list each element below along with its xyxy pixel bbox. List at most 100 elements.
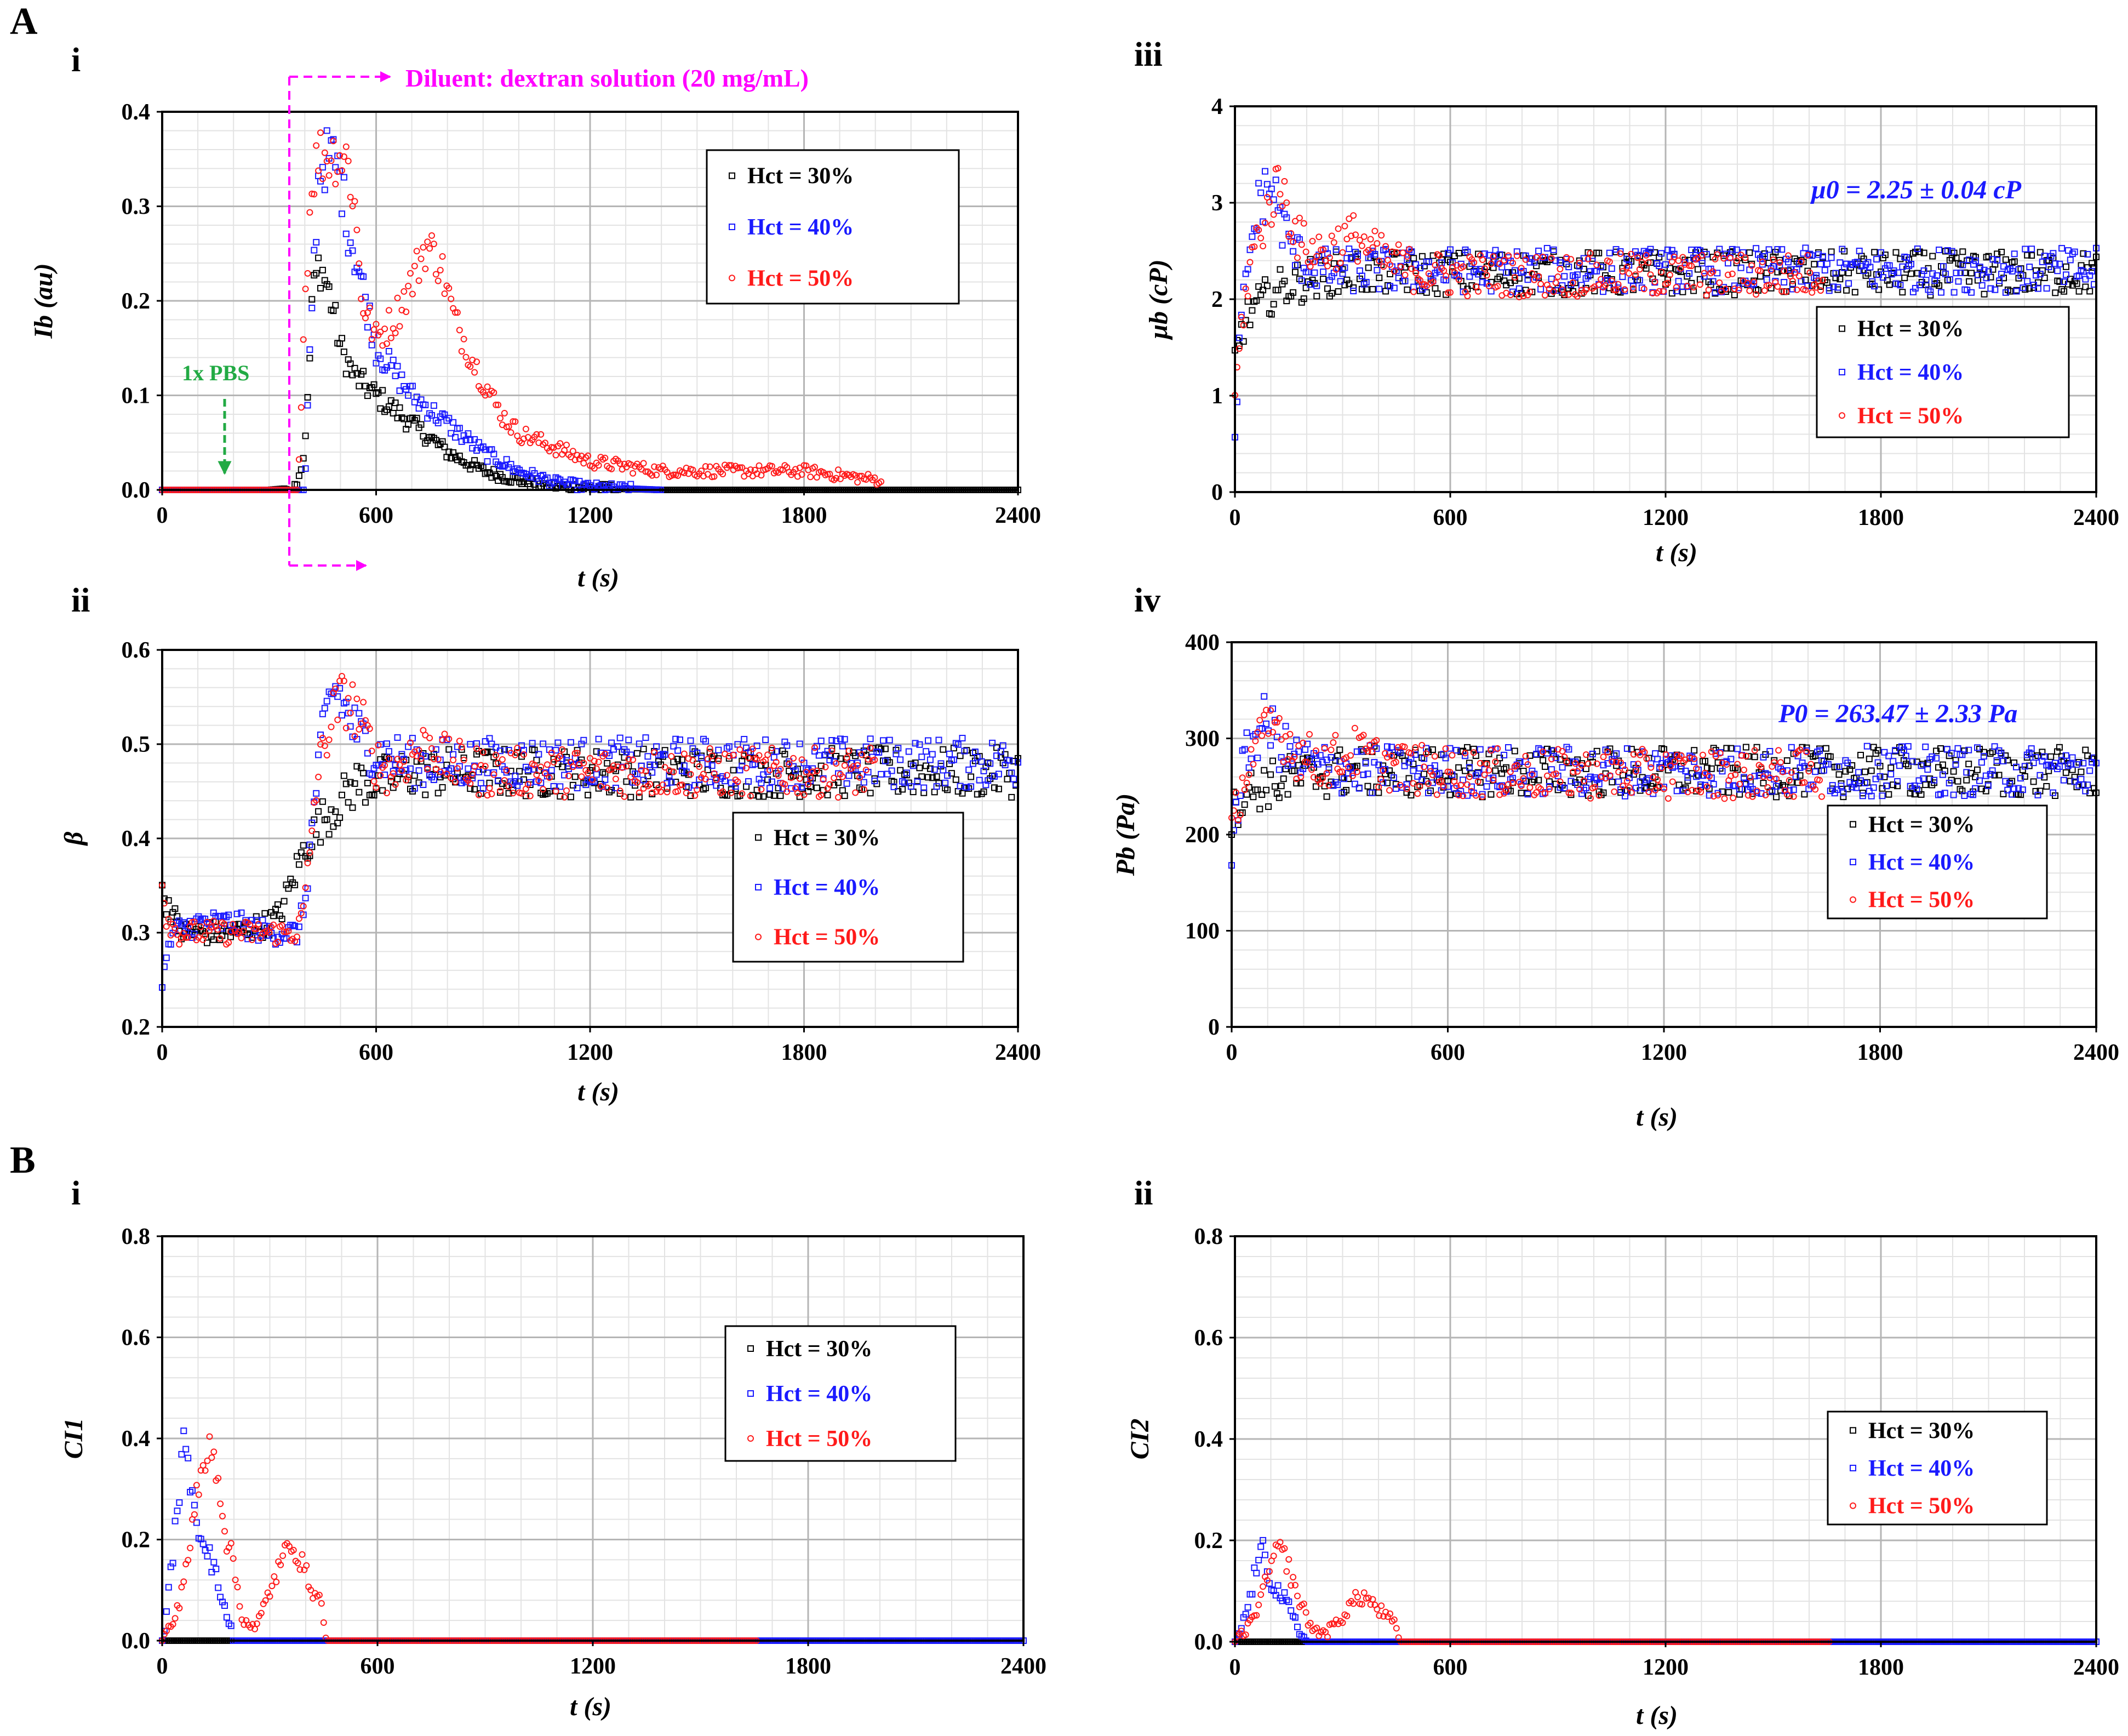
data-point <box>298 849 305 856</box>
data-point <box>807 473 814 481</box>
data-point <box>452 434 459 441</box>
data-point <box>893 746 900 753</box>
data-point <box>321 186 328 193</box>
data-point <box>595 735 602 743</box>
data-point <box>661 747 668 754</box>
data-point <box>339 791 345 798</box>
data-point <box>616 734 623 741</box>
data-point <box>413 415 420 422</box>
data-point <box>507 429 514 436</box>
data-point <box>432 746 439 753</box>
data-point <box>467 741 474 748</box>
data-point <box>479 464 487 471</box>
data-point <box>465 765 472 772</box>
data-point <box>417 396 425 403</box>
data-point <box>623 778 630 785</box>
x-tick-label: 2400 <box>2073 505 2119 530</box>
data-point <box>328 157 335 164</box>
data-point <box>781 751 788 758</box>
data-point <box>342 370 350 378</box>
data-point <box>649 769 656 776</box>
data-point <box>311 272 318 279</box>
data-point <box>657 752 664 759</box>
y-tick-label: 4 <box>1211 94 1223 119</box>
data-point <box>630 470 637 477</box>
data-point <box>490 466 497 473</box>
data-point <box>715 746 722 753</box>
data-point <box>308 819 316 826</box>
data-point <box>174 913 181 920</box>
data-point <box>952 776 959 783</box>
data-point <box>351 704 358 711</box>
data-point <box>415 779 422 786</box>
data-point <box>503 456 510 463</box>
data-point <box>458 348 465 355</box>
data-point <box>366 770 373 777</box>
data-point <box>501 410 508 416</box>
data-point <box>396 404 403 411</box>
data-point <box>561 772 568 779</box>
data-point <box>965 785 973 792</box>
data-point <box>345 356 352 363</box>
data-point <box>325 688 333 695</box>
data-point <box>300 455 307 462</box>
data-point <box>358 272 365 279</box>
data-point <box>362 315 369 322</box>
data-point <box>542 439 548 447</box>
data-point <box>392 399 399 407</box>
data-point <box>578 740 585 747</box>
data-point <box>559 763 566 770</box>
data-point <box>336 152 344 159</box>
data-point <box>550 756 557 763</box>
data-point <box>642 734 649 741</box>
data-point <box>743 744 750 751</box>
data-point <box>588 779 596 786</box>
data-point <box>871 474 878 481</box>
data-point <box>484 383 491 390</box>
data-point <box>796 740 803 747</box>
data-point <box>291 922 299 929</box>
data-point <box>304 270 311 277</box>
data-point <box>591 465 598 472</box>
data-point <box>422 265 429 272</box>
data-point <box>441 290 448 297</box>
data-point <box>471 457 478 464</box>
data-point <box>306 209 313 216</box>
data-point <box>437 267 444 273</box>
data-point <box>445 415 453 422</box>
data-point <box>524 766 531 773</box>
data-point <box>362 799 369 806</box>
data-point <box>291 881 299 888</box>
data-point <box>813 784 820 791</box>
data-point <box>749 761 756 768</box>
data-point <box>377 328 384 335</box>
data-point <box>484 769 491 776</box>
data-point <box>281 898 288 905</box>
data-point <box>339 167 345 174</box>
data-point <box>865 758 872 765</box>
data-point <box>295 861 302 868</box>
data-point <box>467 466 474 473</box>
data-point <box>585 791 592 798</box>
data-point <box>482 470 489 477</box>
data-point <box>342 143 350 150</box>
data-point <box>554 739 562 746</box>
data-point <box>407 765 414 772</box>
data-point <box>702 463 709 470</box>
data-point <box>817 762 825 769</box>
data-point <box>233 910 241 917</box>
data-point <box>644 753 651 760</box>
data-point <box>366 302 373 310</box>
legend-label: Hct = 50% <box>1857 403 1964 429</box>
data-point <box>375 772 382 779</box>
data-point <box>786 758 793 765</box>
data-point <box>353 226 361 233</box>
data-point <box>490 769 497 776</box>
data-point <box>582 480 590 487</box>
data-point <box>482 446 489 453</box>
data-point <box>398 306 405 313</box>
data-point <box>495 401 502 408</box>
data-point <box>432 271 439 278</box>
data-point <box>319 175 326 182</box>
data-point <box>811 464 818 471</box>
